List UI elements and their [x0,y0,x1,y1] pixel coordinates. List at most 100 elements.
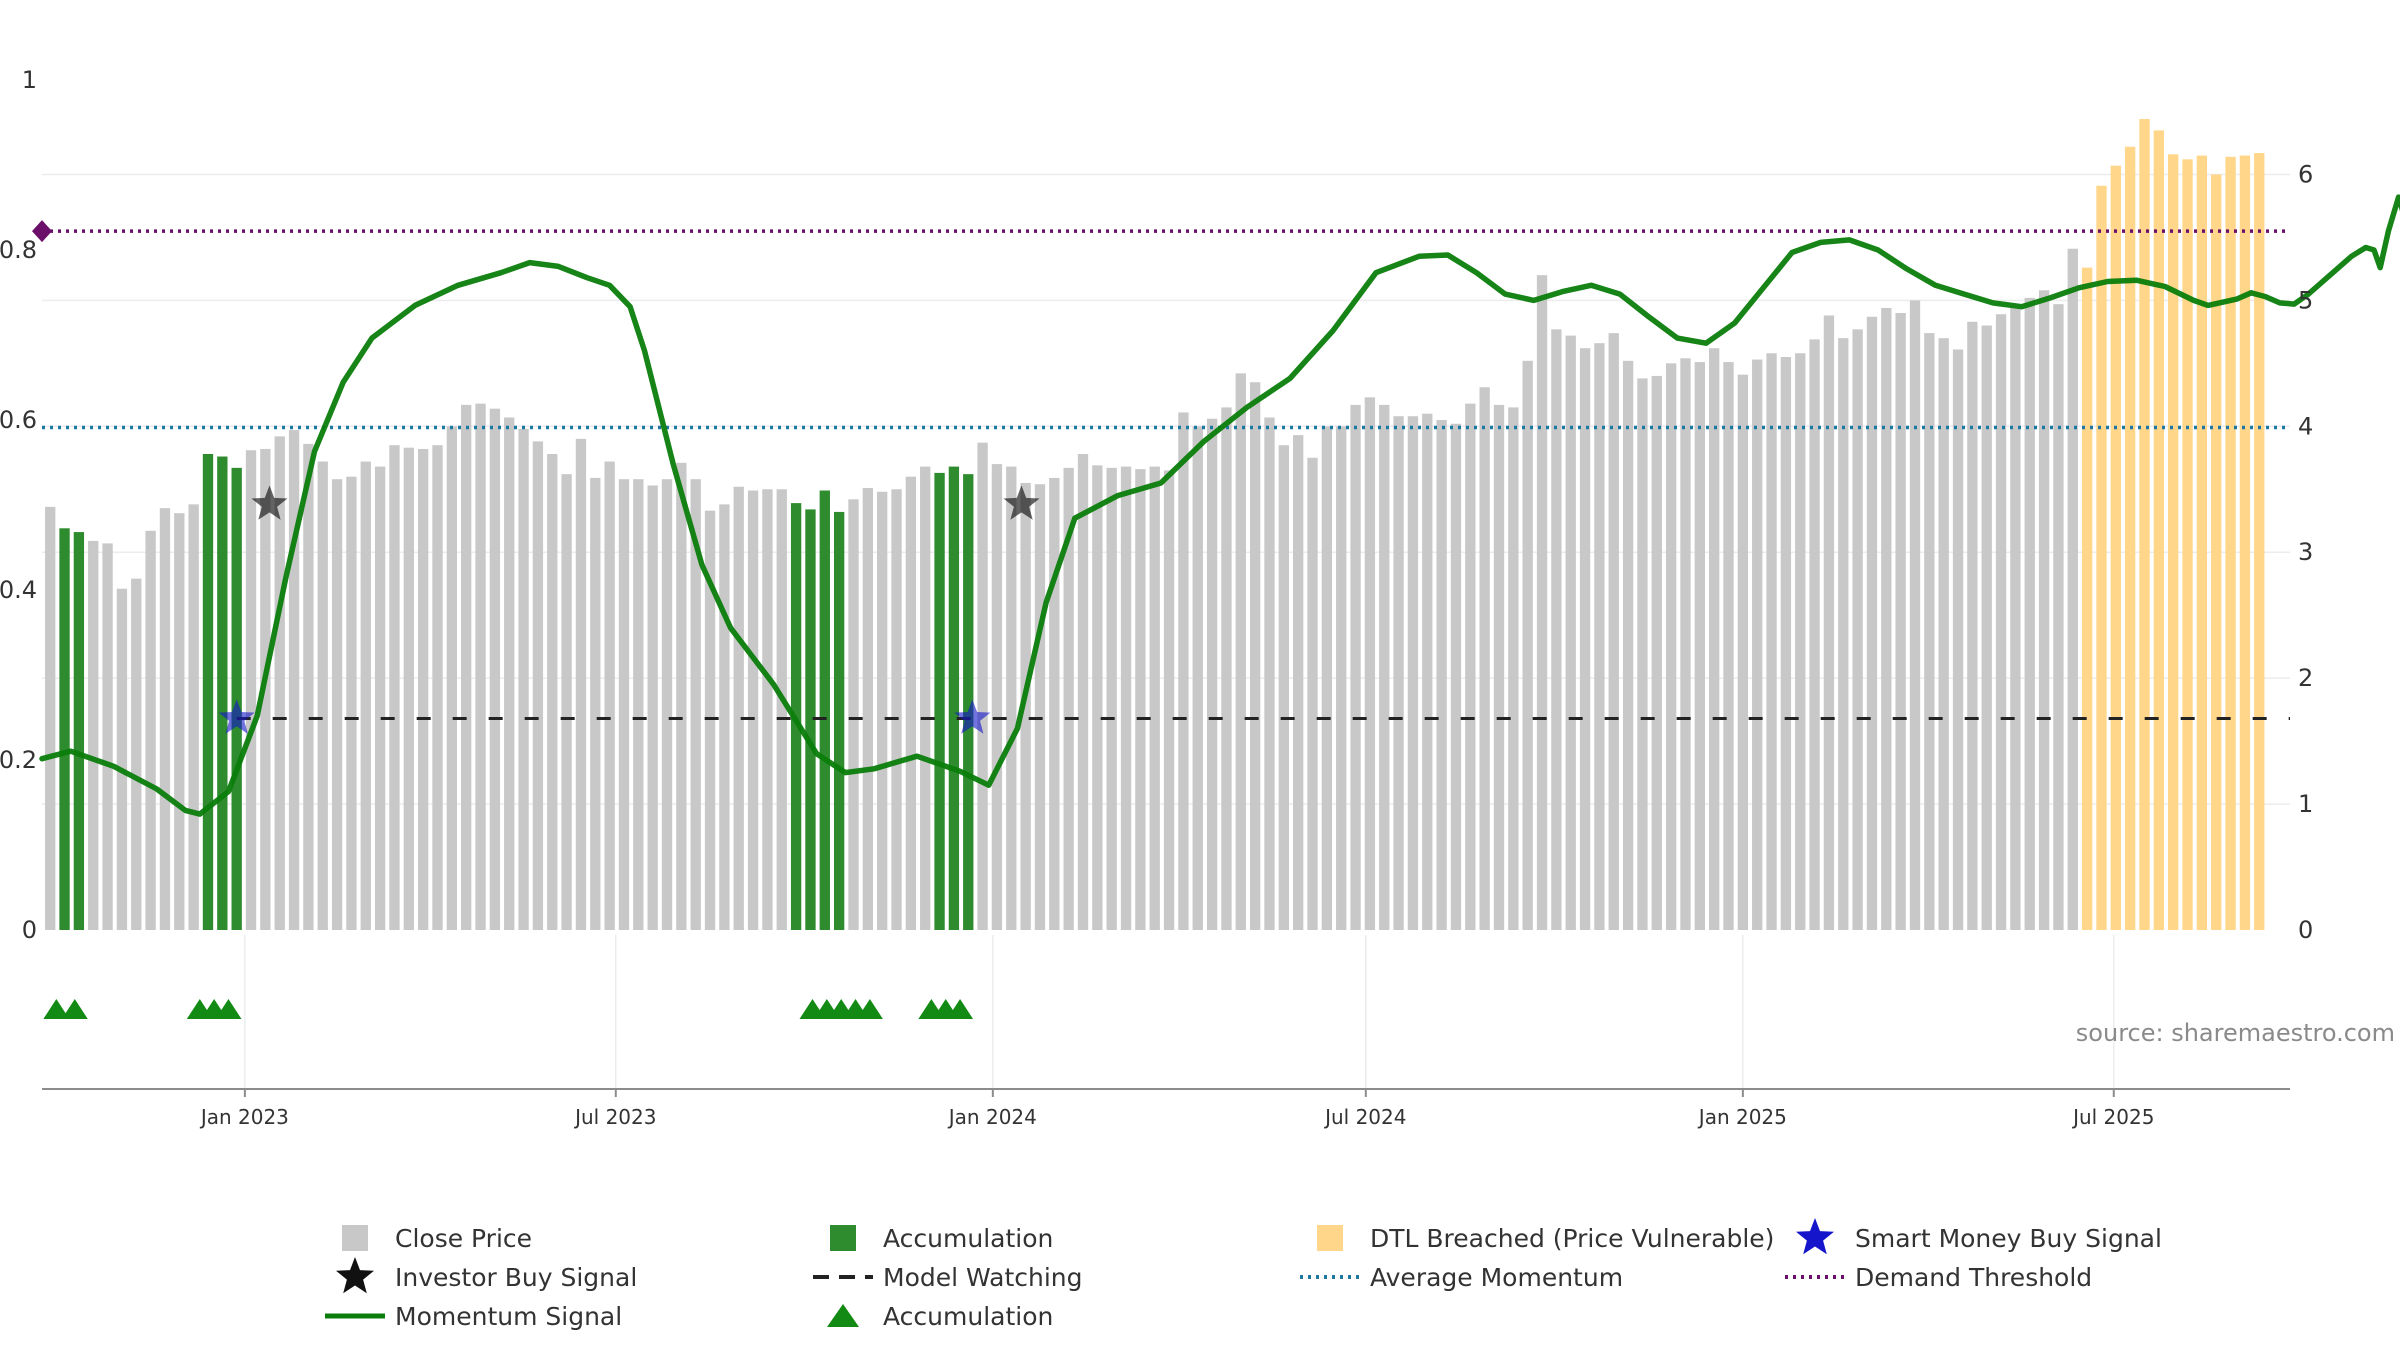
close-price-bar [102,543,113,930]
close-price-bar [1336,426,1347,930]
x-tick-label: Jan 2024 [947,1105,1037,1129]
legend-item-breached: DTL Breached (Price Vulnerable) [1317,1224,1774,1253]
legend-label: Accumulation [883,1302,1053,1331]
close-price-bar [1766,353,1777,930]
close-price-bar [518,428,529,930]
close-price-bar [1823,315,1835,931]
close-price-bar [489,408,501,931]
x-tick-label: Jul 2025 [2071,1105,2154,1129]
close-price-bar [891,489,902,930]
close-price-bar [2010,307,2021,931]
close-price-bar [88,540,99,930]
close-price-bar [1924,333,1935,931]
close-price-bar [1077,454,1089,930]
close-price-bar [1967,321,1978,930]
close-price-bar [331,479,343,930]
legend-swatch [830,1225,856,1251]
close-price-bar [1307,457,1318,930]
close-price-bar [2038,290,2050,931]
close-price-bar [747,490,759,930]
close-price-bar [1680,358,1691,931]
close-price-bar [532,441,544,930]
close-price-bar [432,445,443,930]
accumulation-bar [202,454,214,930]
close-price-bar [360,461,371,930]
dtl-breached-bar [2153,130,2165,931]
close-price-bar [1522,360,1533,930]
y-right-tick-label: 1 [2298,790,2313,818]
close-price-bar [1838,338,1849,930]
y-right-tick-label: 2 [2298,664,2313,692]
y-left-tick-label: 0.8 [0,236,37,264]
smart-money-buy-star [218,699,255,734]
legend-item-avg_momentum: Average Momentum [1300,1263,1623,1292]
close-price-bar [1393,416,1404,930]
close-price-bar [1379,404,1390,930]
close-price-bar [776,489,787,930]
close-price-bar [1895,312,1906,930]
dtl-breached-bar [2096,185,2107,930]
close-price-bar [288,430,300,930]
close-price-bar [1206,418,1218,930]
close-price-bar [1981,325,1992,930]
legend-label: Accumulation [883,1224,1053,1253]
accumulation-bar [231,467,242,930]
close-price-bar [1092,465,1103,930]
close-price-bar [245,450,257,930]
y-right-tick-label: 4 [2298,412,2313,440]
close-price-bar [561,474,572,930]
close-price-bar [389,445,400,930]
dtl-breached-bar [2168,154,2179,931]
accumulation-triangle [61,999,88,1019]
close-price-bar [45,506,56,930]
dtl-breached-bar [2196,155,2208,931]
close-price-bar [848,499,859,930]
legend-item-accumulation: Accumulation [830,1224,1053,1253]
close-price-bar [547,454,558,930]
accumulation-bar [833,511,845,930]
close-price-bar [661,479,673,930]
close-price-bar [1622,360,1634,930]
close-price-bar [1594,343,1605,930]
close-price-bar [174,513,185,930]
close-price-bar [1063,467,1074,930]
close-price-bar [1709,348,1720,930]
legend-label: Investor Buy Signal [395,1263,637,1292]
y-right-tick-label: 3 [2298,538,2313,566]
close-price-bar [590,477,601,930]
close-price-bar [1163,470,1175,930]
close-price-bar [1723,362,1734,930]
accumulation-bar [59,528,70,930]
accumulation-bar [217,456,228,930]
close-price-bar [1752,359,1763,930]
close-price-bar [1737,374,1749,931]
legend-label: DTL Breached (Price Vulnerable) [1370,1224,1774,1253]
close-price-bar [116,588,128,930]
close-price-bar [1364,397,1376,930]
close-price-bar [1536,275,1548,930]
close-price-bar [346,476,357,930]
close-price-bar [1909,300,1921,930]
close-price-bar [403,447,414,930]
close-price-bar [2024,297,2035,931]
close-price-bar [446,426,458,930]
bars-layer [45,119,2265,931]
close-price-bar [131,578,142,930]
close-price-bar [274,436,285,930]
legend-star-icon [1796,1218,1834,1255]
close-price-bar [1493,404,1505,930]
close-price-bar [1795,353,1806,930]
close-price-bar [1249,382,1261,930]
close-price-bar [1565,335,1576,930]
close-price-bar [920,466,931,930]
close-price-bar [1809,339,1820,930]
accumulation-bar [948,466,960,930]
close-price-bar [2053,304,2064,930]
close-price-bar [1350,404,1361,930]
dtl-breached-bar [2182,159,2193,931]
investor-buy-star [1003,485,1040,520]
legend-label: Close Price [395,1224,532,1253]
legend-swatch [342,1225,368,1251]
close-price-bar [733,486,744,930]
